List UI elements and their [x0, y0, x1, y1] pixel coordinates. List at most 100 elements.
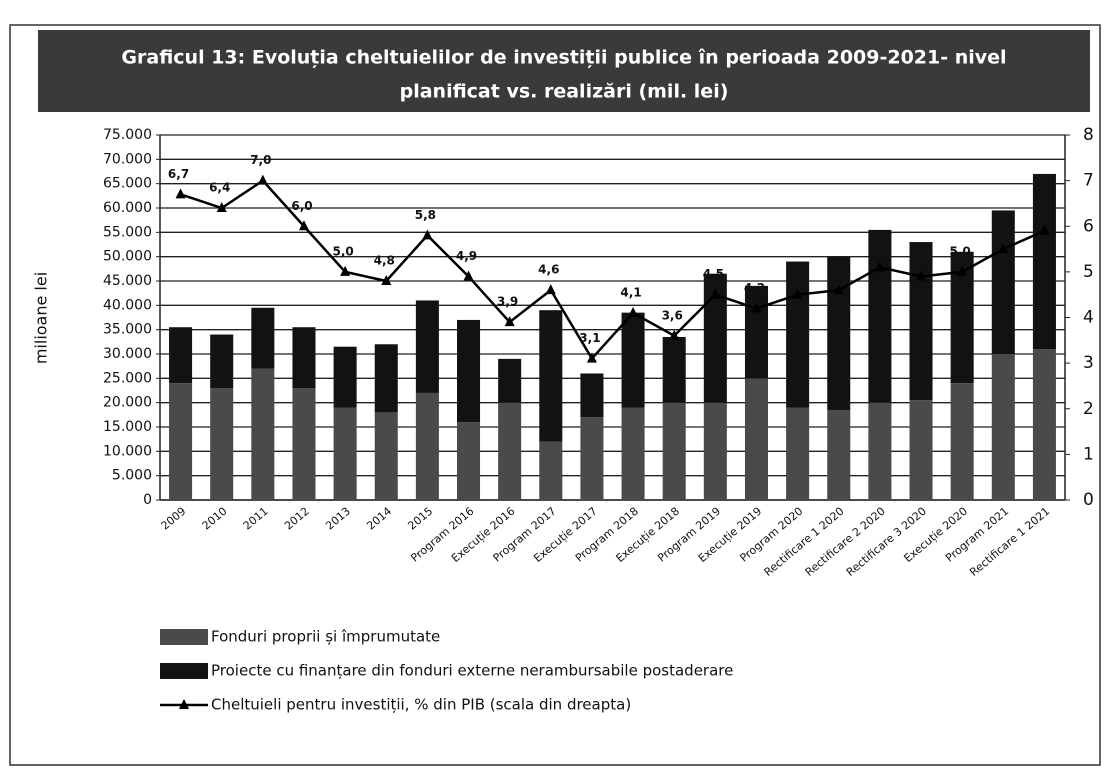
data-label: 3,9 [497, 295, 518, 309]
y-axis-label: milioane lei [32, 272, 51, 364]
y-tick-label: 0 [143, 492, 152, 508]
line-marker [216, 202, 227, 212]
data-label: 5,0 [332, 244, 353, 258]
bar-segment [580, 373, 604, 418]
chart-title: planificat vs. realizări (mil. lei) [400, 81, 729, 103]
line-marker [298, 220, 309, 231]
line-marker [916, 270, 927, 281]
bar-segment [744, 285, 768, 379]
data-label: 6,7 [168, 167, 189, 181]
data-label: 5,8 [415, 208, 436, 222]
data-label: 4,5 [703, 267, 724, 281]
line-marker [463, 270, 474, 281]
bar-segment [950, 383, 974, 500]
y2-tick-label: 5 [1083, 262, 1094, 282]
line-marker [422, 229, 433, 240]
legend-swatch [160, 629, 208, 645]
bar-segment [827, 409, 851, 500]
y2-tick-label: 3 [1083, 353, 1094, 373]
bar-segment [1032, 349, 1056, 500]
line-marker [628, 306, 639, 317]
line-marker [874, 261, 885, 272]
y-tick-label: 70.000 [103, 151, 152, 167]
bar-segment [909, 400, 933, 500]
y-tick-label: 75.000 [103, 127, 152, 143]
bar-segment [333, 346, 357, 408]
bar-segment [333, 407, 357, 500]
line-marker [340, 265, 351, 276]
bar-segment [251, 368, 275, 500]
frame [9, 24, 1101, 766]
bar-segment [1032, 173, 1056, 350]
data-label: 4,8 [374, 254, 395, 268]
bar-segment [580, 417, 604, 500]
chart-title: Graficul 13: Evoluția cheltuielilor de i… [121, 47, 1006, 69]
x-tick-label: 2013 [323, 505, 353, 533]
data-label: 4,1 [620, 285, 641, 299]
bar-segment [539, 441, 563, 500]
y2-tick-label: 7 [1083, 171, 1094, 191]
bar-segment [744, 378, 768, 500]
bar-segment [703, 273, 727, 403]
line-marker [175, 188, 186, 199]
bar-segment [374, 344, 398, 413]
data-label: 6,4 [209, 181, 230, 195]
y2-tick-label: 1 [1083, 444, 1094, 464]
data-label: 7,0 [250, 153, 271, 167]
line-marker [257, 174, 268, 185]
line-marker [381, 275, 392, 285]
y-tick-label: 65.000 [103, 176, 152, 192]
x-tick-label: 2014 [364, 505, 394, 533]
bar-segment [210, 388, 234, 500]
x-tick-label: Rectificare 1 2021 [967, 505, 1052, 579]
bar-segment [415, 392, 439, 500]
bar-segment [210, 334, 234, 389]
legend-label: Cheltuieli pentru investiții, % din PIB … [211, 696, 631, 714]
y-tick-label: 25.000 [103, 370, 152, 386]
y-tick-label: 30.000 [103, 346, 152, 362]
y2-tick-label: 6 [1083, 216, 1094, 236]
y-tick-label: 20.000 [103, 395, 152, 411]
data-label: 4,6 [538, 263, 559, 277]
y-tick-label: 55.000 [103, 224, 152, 240]
bar-segment [498, 402, 522, 500]
line [180, 178, 1045, 361]
bar-segment [950, 251, 974, 384]
data-label: 5,0 [950, 244, 971, 258]
line-marker [586, 352, 597, 363]
y-tick-label: 40.000 [103, 297, 152, 313]
line-marker [998, 243, 1009, 254]
x-tick-label: 2015 [405, 505, 435, 533]
y2-tick-label: 8 [1083, 125, 1094, 145]
bar-segment [621, 312, 645, 408]
data-label: 4,2 [744, 281, 765, 295]
bar-segment [868, 229, 892, 403]
bar-segment [868, 402, 892, 500]
bar-segment [169, 383, 193, 500]
x-tick-label: 2009 [159, 505, 189, 533]
y2-tick-label: 2 [1083, 399, 1094, 419]
bar-segment [786, 407, 810, 500]
data-label: 3,6 [662, 308, 683, 322]
bar-segment [991, 354, 1015, 500]
y-tick-label: 35.000 [103, 322, 152, 338]
line-marker [710, 288, 721, 299]
legend-swatch [179, 699, 189, 709]
data-label: 4,9 [456, 249, 477, 263]
line-marker [833, 284, 844, 295]
data-label: 3,1 [579, 331, 600, 345]
bar-segment [498, 358, 522, 403]
x-tick-label: 2010 [200, 505, 230, 533]
line-marker [792, 288, 803, 299]
bar-segment [457, 422, 481, 500]
bar-segment [662, 402, 686, 500]
title-banner [38, 30, 1090, 112]
bar-segment [374, 412, 398, 500]
bar-segment [909, 242, 933, 401]
bar-segment [457, 319, 481, 423]
bar-segment [827, 256, 851, 410]
bar-segment [621, 407, 645, 500]
data-label: 6,0 [291, 199, 312, 213]
bar-segment [251, 307, 275, 369]
line-marker [545, 284, 556, 295]
